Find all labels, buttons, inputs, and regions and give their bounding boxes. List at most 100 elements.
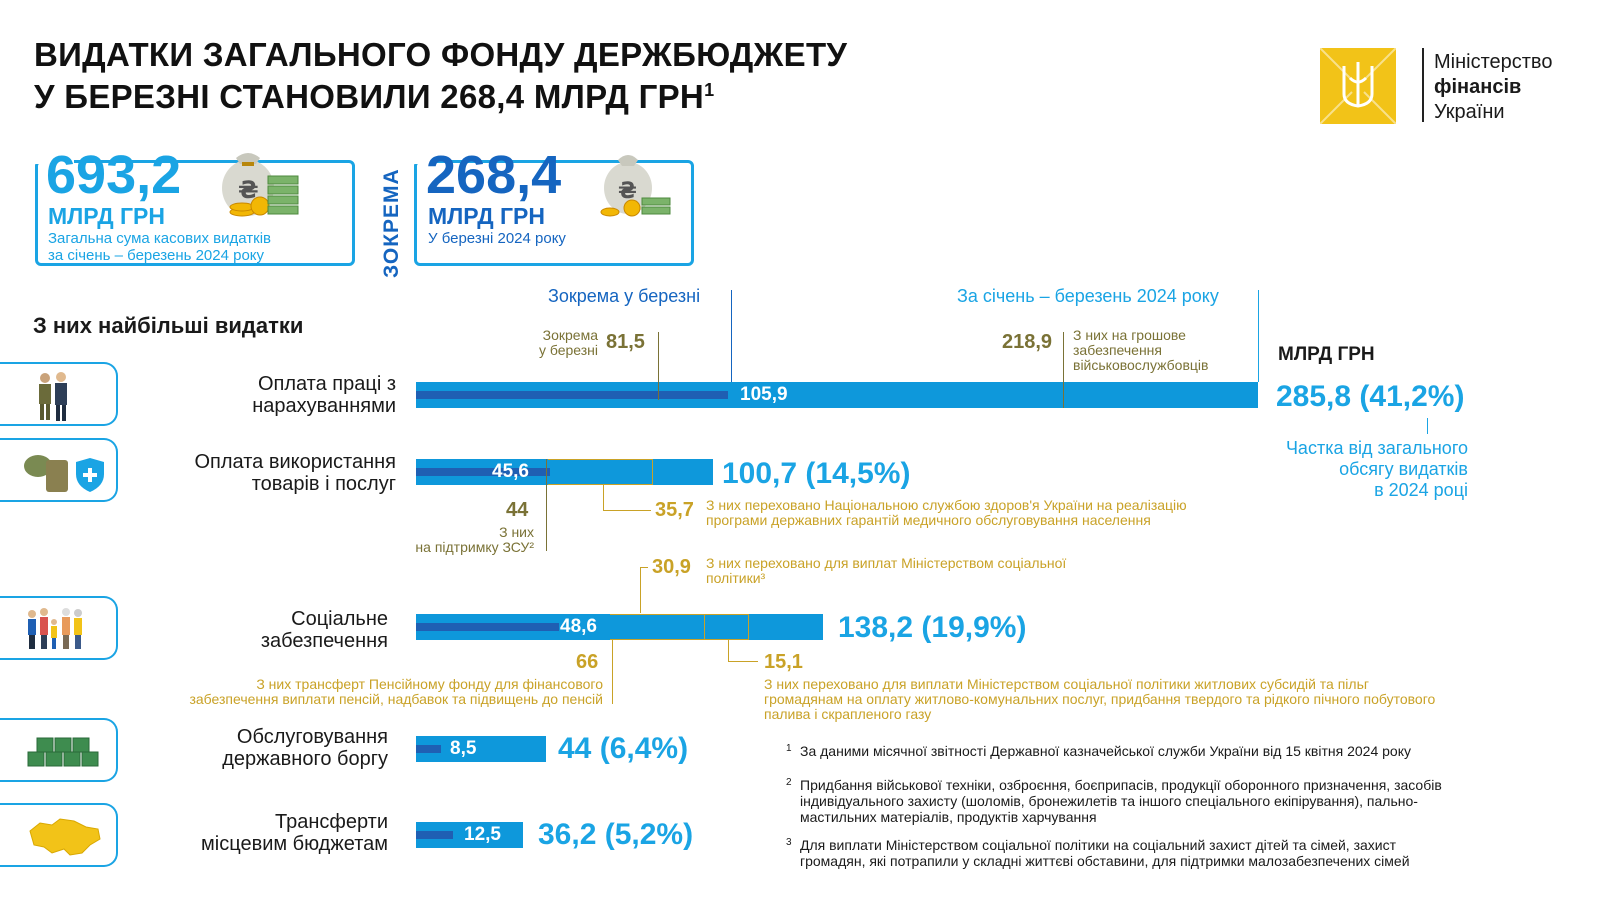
- share-pointer-line: [1427, 418, 1428, 434]
- bar-march-value-debt: 8,5: [450, 738, 477, 759]
- share-label-line-1: Частка від загального: [1285, 438, 1468, 458]
- footnote-2-mark: 2: [786, 777, 792, 788]
- title-line-1: ВИДАТКИ ЗАГАЛЬНОГО ФОНДУ ДЕРЖБЮДЖЕТУ: [34, 36, 848, 73]
- money-bag-small-icon: ₴: [596, 142, 676, 220]
- zsu-label: З них на підтримку ЗСУ²: [380, 525, 534, 555]
- marker-line-march-salary: [658, 332, 659, 400]
- march-expenditure-unit: МЛРД ГРН: [428, 203, 545, 229]
- trident-icon: [1319, 47, 1397, 125]
- category-label-goods: Оплата використання товарів і послуг: [16, 451, 396, 495]
- total-expenditure-value: 693,2: [46, 145, 182, 205]
- ministry-name-line-1: Міністерство: [1434, 51, 1553, 73]
- social-highlight-top: [610, 614, 748, 615]
- footnote-2-line-2: індивідуального захисту (шоломів, бронеж…: [800, 793, 1418, 809]
- category-label-debt: Обслуговування державного боргу: [8, 726, 388, 770]
- subsidy-value: 15,1: [764, 651, 803, 673]
- goods-highlight-bottom: [548, 484, 652, 485]
- total-value-social: 138,2 (19,9%): [838, 611, 1027, 644]
- ministry-logo-emblem: [1319, 47, 1397, 125]
- total-header-line: [1258, 290, 1259, 382]
- total-caption-line-1: Загальна сума касових видатків: [48, 230, 272, 247]
- bar-march-transfers: [416, 831, 453, 839]
- msp-value: 30,9: [652, 556, 691, 578]
- msp-label-line-1: З них переховано для виплат Міністерство…: [706, 555, 1067, 571]
- ministry-name: Міністерство фінансів України: [1434, 50, 1552, 125]
- category-label-social: Соціальне забезпечення: [8, 608, 388, 652]
- family-icon: [28, 608, 82, 649]
- total-expenditure-unit: МЛРД ГРН: [48, 203, 165, 229]
- category-label-salary: Оплата праці з нарахуваннями: [16, 373, 396, 417]
- bar-march-value-salary: 105,9: [740, 384, 788, 405]
- march-expenditure-value: 268,4: [426, 145, 562, 205]
- nszu-label-line-2: програми державних гарантій медичного об…: [706, 512, 1151, 528]
- category-label-goods-line-2: товарів і послуг: [251, 473, 396, 495]
- svg-text:₴: ₴: [238, 176, 259, 204]
- category-label-salary-line-1: Оплата праці з: [257, 373, 396, 395]
- bar-march-value-transfers: 12,5: [464, 824, 501, 845]
- zsu-label-line-1: З них: [499, 524, 534, 540]
- category-icon-box-transfers: [0, 803, 118, 867]
- footnote-2-line-3: мастильних матеріалів, продуктів харчува…: [800, 809, 1097, 825]
- footnote-3-mark: 3: [786, 837, 792, 848]
- logo-divider: [1422, 48, 1424, 122]
- total-value-salary: 285,8 (41,2%): [1276, 380, 1465, 413]
- nszu-pointer-vertical: [603, 485, 604, 511]
- bar-march-debt: [416, 745, 441, 753]
- bar-march-value-goods: 45,6: [492, 461, 529, 482]
- helmet-shield-icon: [24, 455, 104, 492]
- msp-pointer-horizontal: [640, 567, 648, 568]
- footnote-2: 2 Придбання військової техніки, озброєнн…: [786, 777, 1442, 825]
- social-highlight-divider-2: [748, 614, 749, 640]
- category-label-debt-line-1: Обслуговування: [236, 726, 388, 748]
- zsu-value: 44: [506, 499, 529, 521]
- pf-label-line-1: З них трансферт Пенсійному фонду для фін…: [256, 676, 603, 692]
- nszu-label-line-1: З них переховано Національною службою зд…: [706, 497, 1187, 513]
- footnote-3-line-2: громадян, які потрапили у складні життєв…: [800, 853, 1410, 869]
- pf-pointer-line: [612, 640, 613, 704]
- msp-label: З них переховано для виплат Міністерство…: [706, 556, 1066, 586]
- total-caption-line-2: за січень – березень 2024 року: [48, 247, 265, 264]
- footnote-2-line-1: Придбання військової техніки, озброєння,…: [800, 777, 1442, 793]
- march-header-line: [731, 290, 732, 382]
- bar-march-goods: [416, 468, 550, 476]
- share-label-line-3: в 2024 році: [1374, 480, 1468, 500]
- category-label-goods-line-1: Оплата використання: [194, 451, 396, 473]
- bar-march-social: [416, 623, 559, 631]
- ministry-name-line-2: фінансів: [1434, 76, 1522, 98]
- total-value-goods: 100,7 (14,5%): [722, 457, 911, 490]
- ukraine-map-icon: [29, 818, 101, 856]
- footnote-1: 1 За даними місячної звітності Державної…: [786, 743, 1411, 759]
- money-stacks-icon: [27, 737, 99, 767]
- subsidy-label-line-1: З них переховано для виплати Міністерств…: [764, 676, 1369, 692]
- subsidy-label: З них переховано для виплати Міністерств…: [764, 677, 1435, 722]
- category-label-social-line-1: Соціальне: [291, 608, 388, 630]
- nszu-pointer-horizontal: [603, 510, 651, 511]
- category-label-salary-line-2: нарахуваннями: [252, 395, 396, 417]
- subsidy-label-line-3: палива і скрапленого газу: [764, 706, 932, 722]
- military-pay-value: 218,9: [1002, 331, 1053, 353]
- section-title: З них найбільші видатки: [33, 313, 304, 338]
- category-label-transfers-line-1: Трансферти: [275, 811, 388, 833]
- subsidy-pointer-vertical: [728, 640, 729, 662]
- header-march: Зокрема у березні: [548, 286, 701, 306]
- category-label-transfers-line-2: місцевим бюджетам: [201, 833, 388, 855]
- category-label-social-line-2: забезпечення: [260, 630, 388, 652]
- category-icon-box-goods: [0, 438, 118, 502]
- footnote-1-text: За даними місячної звітності Державної к…: [800, 743, 1411, 759]
- zsu-label-line-2: на підтримку ЗСУ²: [415, 539, 534, 555]
- share-label-line-2: обсягу видатків: [1339, 459, 1468, 479]
- total-expenditure-card: [35, 160, 355, 266]
- bar-march-value-social: 48,6: [560, 616, 597, 637]
- title-line-2-text: У БЕРЕЗНІ СТАНОВИЛИ 268,4 МЛРД ГРН: [34, 78, 705, 115]
- category-label-debt-line-2: державного боргу: [222, 748, 388, 770]
- bar-march-salary: [416, 391, 728, 399]
- subsidy-label-line-2: громадянам на оплату житлово-комунальних…: [764, 691, 1436, 707]
- svg-text:₴: ₴: [618, 179, 637, 204]
- military-pay-label-line-1: З них на грошове: [1073, 327, 1186, 343]
- social-highlight-bottom: [610, 639, 748, 640]
- card2-corner-gap: [413, 154, 433, 164]
- category-icon-box-salary: [0, 362, 118, 426]
- sub-march-value-salary: 81,5: [606, 331, 645, 353]
- ministry-name-line-3: України: [1434, 101, 1505, 123]
- sub-march-label-salary-line-2: у березні: [538, 342, 598, 358]
